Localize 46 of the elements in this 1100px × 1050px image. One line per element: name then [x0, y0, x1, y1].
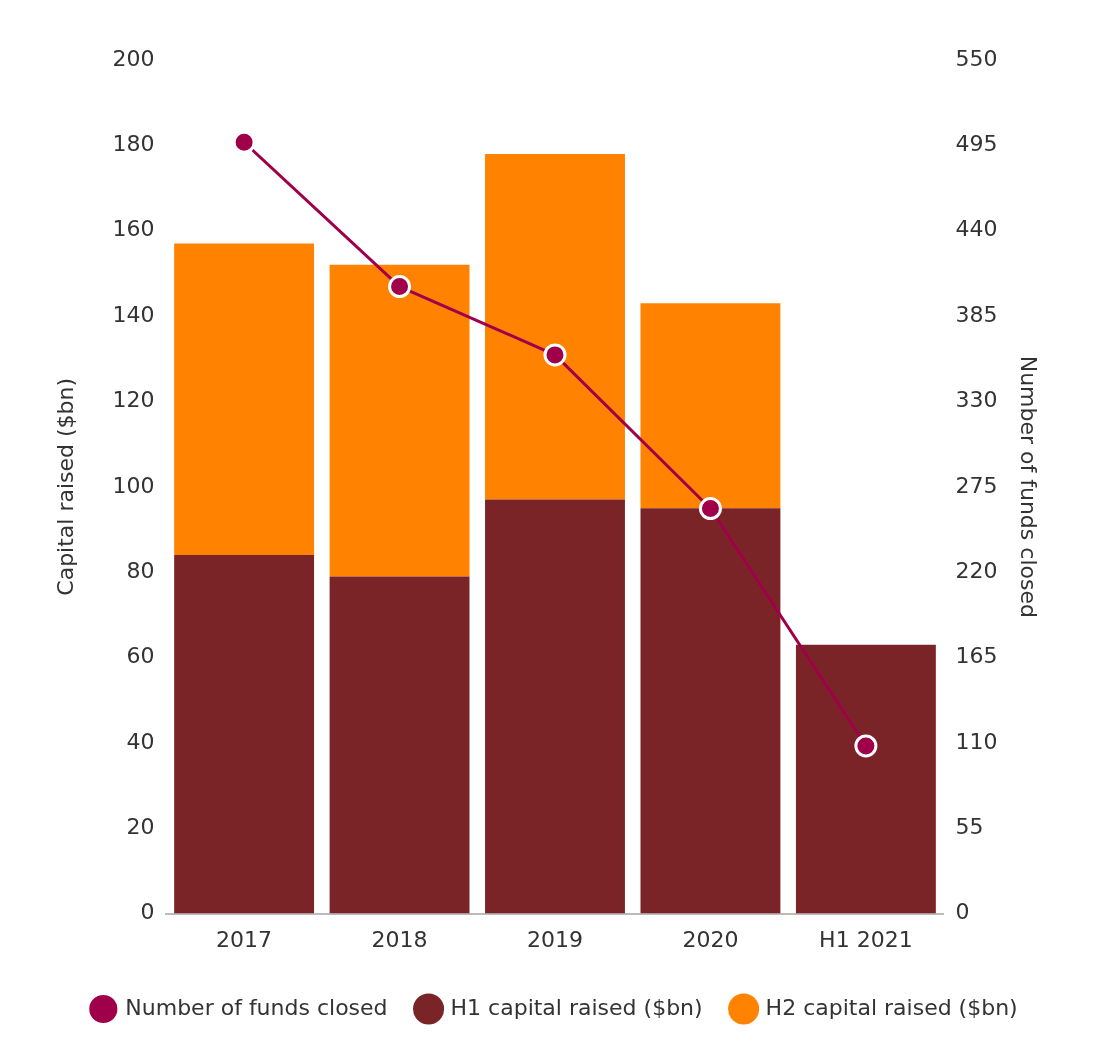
legend-label: Number of funds closed [125, 994, 388, 1020]
y2-tick-label: 165 [955, 643, 998, 669]
y-tick-label: 20 [126, 813, 155, 839]
y2-tick-label: 330 [955, 387, 998, 413]
y2-axis-title: Number of funds closed [1016, 355, 1042, 618]
y-tick-label: 160 [112, 216, 155, 242]
bar [174, 243, 315, 556]
y2-tick-label: 550 [955, 45, 998, 71]
legend-label: H2 capital raised ($bn) [765, 994, 1018, 1020]
y-tick-label: 200 [112, 45, 155, 71]
bar [174, 555, 315, 914]
y2-tick-label: 440 [955, 216, 998, 242]
point [232, 130, 256, 154]
y-tick-label: 180 [112, 131, 155, 157]
bar [640, 303, 781, 509]
y2-tick-label: 385 [955, 301, 998, 327]
point [543, 343, 567, 367]
y2-tick-label: 220 [955, 557, 998, 583]
y-tick-label: 140 [112, 301, 155, 327]
x-tick-label: 2020 [682, 926, 739, 952]
point [854, 734, 878, 758]
y2-tick-label: 55 [955, 813, 984, 839]
point [388, 275, 412, 299]
y-tick-label: 100 [112, 472, 155, 498]
legend-label: H1 capital raised ($bn) [450, 994, 703, 1020]
y-tick-label: 40 [126, 728, 155, 754]
bar [795, 644, 936, 914]
y2-tick-label: 275 [955, 472, 998, 498]
y2-tick-label: 0 [955, 899, 970, 925]
x-tick-label: 2019 [527, 926, 583, 952]
y-axis-title: Capital raised ($bn) [52, 377, 78, 596]
x-tick-label: 2018 [371, 926, 428, 952]
y-tick-label: 0 [140, 899, 155, 925]
y-tick-label: 80 [126, 557, 155, 583]
bar [329, 576, 470, 914]
bar [640, 508, 781, 914]
y2-tick-label: 495 [955, 131, 998, 157]
bar [329, 264, 470, 577]
bar [485, 153, 625, 500]
point [698, 497, 722, 521]
y-tick-label: 60 [126, 643, 155, 669]
bar [485, 499, 625, 914]
x-tick-label: H1 2021 [819, 926, 913, 952]
y-tick-label: 120 [112, 387, 155, 413]
y2-tick-label: 110 [955, 728, 998, 754]
x-tick-label: 2017 [216, 926, 273, 952]
